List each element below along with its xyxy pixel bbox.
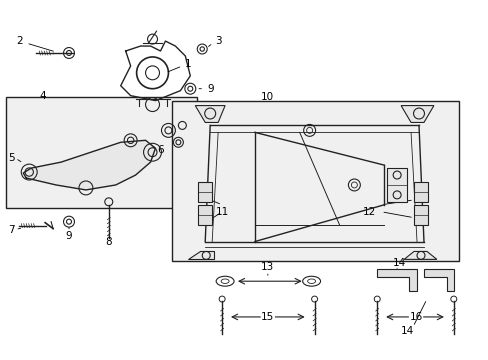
Bar — [413, 182, 427, 202]
Polygon shape — [423, 269, 453, 291]
Bar — [413, 205, 427, 225]
Bar — [198, 182, 212, 202]
Text: 15: 15 — [261, 312, 274, 322]
Text: 14: 14 — [392, 258, 405, 268]
Text: 1: 1 — [184, 59, 191, 69]
Text: 13: 13 — [261, 262, 274, 272]
Text: 2: 2 — [16, 36, 22, 46]
Polygon shape — [403, 251, 436, 260]
Text: 8: 8 — [105, 237, 112, 247]
Polygon shape — [195, 105, 224, 122]
Text: 3: 3 — [214, 36, 221, 46]
Polygon shape — [400, 105, 433, 122]
Text: 6: 6 — [157, 145, 163, 155]
Bar — [198, 205, 212, 225]
Text: 7: 7 — [8, 225, 15, 235]
Text: 16: 16 — [408, 312, 422, 322]
Polygon shape — [376, 269, 416, 291]
Polygon shape — [386, 168, 406, 202]
Bar — [6, 96, 197, 208]
Text: 4: 4 — [40, 91, 46, 101]
Text: 5: 5 — [8, 153, 15, 163]
Bar — [172, 100, 458, 261]
Text: 10: 10 — [261, 92, 274, 102]
Polygon shape — [23, 140, 155, 190]
Text: 14: 14 — [400, 326, 413, 336]
Text: 9: 9 — [65, 230, 72, 240]
Polygon shape — [188, 251, 214, 260]
Text: 12: 12 — [362, 207, 375, 217]
Text: 9: 9 — [206, 84, 213, 94]
Text: 11: 11 — [215, 207, 228, 217]
